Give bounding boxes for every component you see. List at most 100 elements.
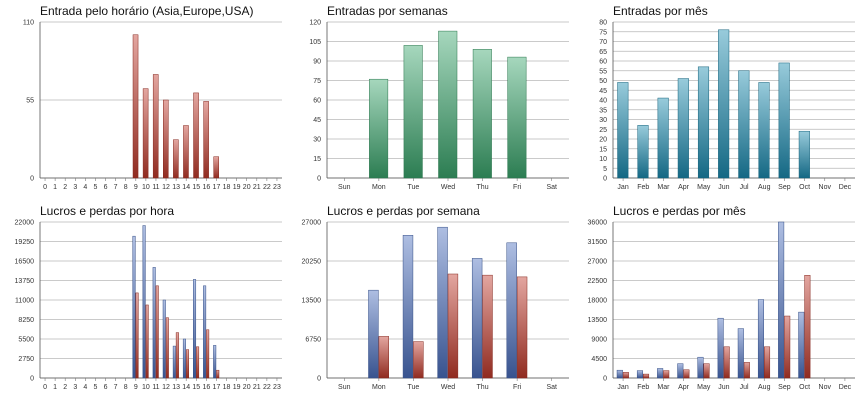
chart-title: Entradas por semanas xyxy=(327,4,448,18)
y-tick-label: 0 xyxy=(603,176,607,183)
bar xyxy=(369,78,389,179)
bar xyxy=(368,289,379,379)
x-tick-label: Jun xyxy=(718,384,729,391)
bar xyxy=(471,258,483,379)
bar xyxy=(764,346,771,379)
y-tick-label: 65 xyxy=(599,49,607,56)
bar xyxy=(683,369,690,379)
y-tick-label: 19250 xyxy=(15,239,35,246)
bar xyxy=(657,368,664,379)
x-tick-label: Sep xyxy=(778,384,791,391)
x-tick-label: 14 xyxy=(182,184,190,191)
y-tick-label: 9000 xyxy=(591,337,607,344)
x-tick-label: 2 xyxy=(63,184,67,191)
y-tick-label: 20 xyxy=(599,137,607,144)
bar xyxy=(163,99,169,179)
y-tick-label: 75 xyxy=(313,78,321,85)
x-tick-label: Wed xyxy=(441,384,455,391)
bar xyxy=(402,235,414,379)
x-tick-label: Jan xyxy=(617,384,628,391)
chart-svg: 0 5 10 15 20 25 30 35 40 45 50 55 60 65 70 75 80 Jan Feb Ma… xyxy=(599,20,855,191)
bar xyxy=(173,139,179,179)
x-tick-label: Aug xyxy=(758,384,771,391)
bar xyxy=(203,285,207,379)
bar xyxy=(183,125,189,179)
x-tick-label: Feb xyxy=(637,384,649,391)
y-tick-label: 60 xyxy=(313,98,321,105)
x-tick-label: 5 xyxy=(94,384,98,391)
bar xyxy=(438,30,458,179)
x-tick-label: 5 xyxy=(94,184,98,191)
y-tick-label: 60 xyxy=(599,59,607,66)
x-tick-label: 10 xyxy=(142,384,150,391)
x-tick-label: Mon xyxy=(372,384,386,391)
bar xyxy=(213,156,219,179)
chart-svg: 0 6750 13500 20250 27000 Sun Mon Tue Wed Thu Fri Sa… xyxy=(302,220,569,391)
x-tick-label: 18 xyxy=(223,384,231,391)
x-tick-label: Apr xyxy=(678,184,690,191)
bar xyxy=(737,328,744,379)
x-tick-label: 10 xyxy=(142,184,150,191)
chart-panel-hourly-profit-loss: Lucros e perdas por hora 0 2750 5500 8250 11… xyxy=(0,200,287,400)
bar xyxy=(132,235,136,379)
bar xyxy=(447,273,459,379)
chart-panel-monthly-profit-loss: Lucros e perdas por mês 0 4500 9000 13500 18… xyxy=(573,200,860,400)
y-tick-label: 120 xyxy=(309,20,321,27)
chart-title: Lucros e perdas por semana xyxy=(327,204,480,218)
bar xyxy=(743,362,750,379)
bar xyxy=(472,49,492,179)
x-tick-label: Jun xyxy=(718,184,729,191)
x-tick-label: 9 xyxy=(134,384,138,391)
chart-panel-monthly-entries: Entradas por mês 0 5 10 15 20 25 30 35 40 45 50 55 6… xyxy=(573,0,860,200)
y-tick-label: 4500 xyxy=(591,356,607,363)
x-tick-label: 17 xyxy=(213,184,221,191)
bar xyxy=(757,299,764,379)
bar xyxy=(804,275,811,379)
y-tick-label: 105 xyxy=(309,39,321,46)
bar xyxy=(697,356,704,379)
x-tick-label: 11 xyxy=(152,384,159,391)
x-tick-label: 21 xyxy=(253,384,261,391)
y-tick-label: 70 xyxy=(599,39,607,46)
x-tick-label: Jul xyxy=(740,384,749,391)
bar xyxy=(135,292,139,379)
x-tick-label: Nov xyxy=(819,384,832,391)
y-tick-label: 27000 xyxy=(302,220,322,227)
x-tick-label: May xyxy=(697,184,711,191)
x-tick-label: Sat xyxy=(546,384,557,391)
x-tick-label: 9 xyxy=(134,184,138,191)
bar xyxy=(196,346,200,379)
y-tick-label: 30 xyxy=(313,137,321,144)
bar xyxy=(175,332,179,379)
bar xyxy=(413,341,424,379)
y-tick-label: 20250 xyxy=(302,259,322,266)
x-tick-label: 12 xyxy=(162,184,170,191)
y-tick-label: 18000 xyxy=(588,298,608,305)
x-tick-label: Fri xyxy=(513,384,522,391)
x-tick-label: 6 xyxy=(104,384,108,391)
y-tick-label: 90 xyxy=(313,59,321,66)
bar xyxy=(193,92,199,179)
y-tick-label: 22000 xyxy=(15,220,35,227)
bar xyxy=(718,29,730,179)
chart-title: Lucros e perdas por hora xyxy=(40,204,175,218)
y-tick-label: 0 xyxy=(603,376,607,383)
x-tick-label: 4 xyxy=(83,184,87,191)
y-tick-label: 55 xyxy=(599,68,607,75)
y-tick-label: 2750 xyxy=(18,356,34,363)
bar xyxy=(216,369,220,379)
bar xyxy=(616,369,623,379)
bar xyxy=(622,372,629,379)
x-tick-label: 14 xyxy=(182,384,190,391)
bar xyxy=(758,82,770,179)
x-tick-label: Apr xyxy=(678,384,690,391)
x-tick-label: 15 xyxy=(192,384,200,391)
bar xyxy=(784,315,791,379)
x-tick-label: Thu xyxy=(477,184,489,191)
x-tick-label: 15 xyxy=(192,184,200,191)
bar xyxy=(182,338,186,379)
x-tick-label: Oct xyxy=(799,384,810,391)
chart-svg: 0 15 30 45 60 75 90 105 120 Sun Mon Tue Wed Thu Fri Sat xyxy=(309,20,569,191)
bar xyxy=(437,226,448,379)
